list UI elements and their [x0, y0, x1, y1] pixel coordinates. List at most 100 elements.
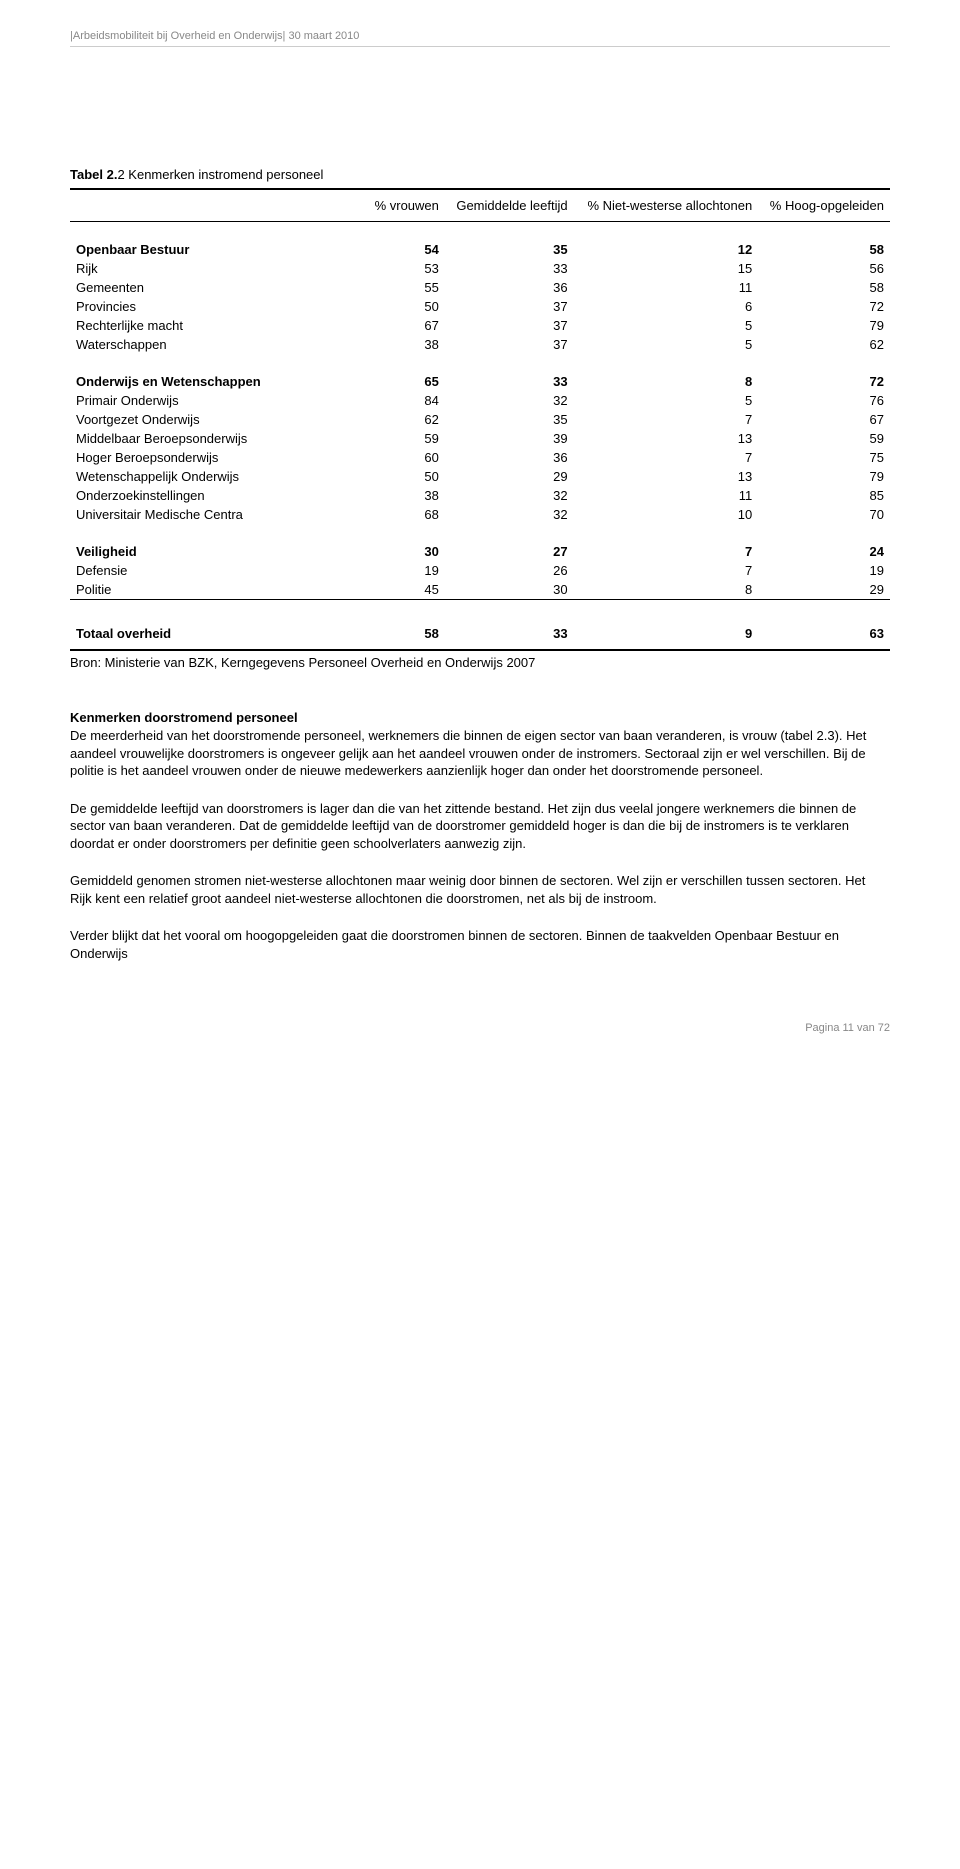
table-cell: 11	[574, 278, 759, 297]
column-header: % Niet-westerse allochtonen	[574, 189, 759, 222]
table-cell: 32	[445, 486, 574, 505]
table-cell: Rechterlijke macht	[70, 316, 365, 335]
table-cell: 36	[445, 278, 574, 297]
table-cell: 60	[365, 448, 445, 467]
table-cell: Onderwijs en Wetenschappen	[70, 372, 365, 391]
table-cell: 32	[445, 505, 574, 524]
total-cell: 9	[574, 618, 759, 650]
column-header: % Hoog-opgeleiden	[758, 189, 890, 222]
table-cell: 36	[445, 448, 574, 467]
body-paragraphs: De meerderheid van het doorstromende per…	[70, 727, 890, 962]
table-cell: 10	[574, 505, 759, 524]
table-row	[70, 600, 890, 619]
table-row: Middelbaar Beroepsonderwijs59391359	[70, 429, 890, 448]
body-paragraph: De gemiddelde leeftijd van doorstromers …	[70, 800, 890, 853]
table-cell: 68	[365, 505, 445, 524]
table-row	[70, 354, 890, 372]
table-cell: 84	[365, 391, 445, 410]
table-cell: Politie	[70, 580, 365, 600]
table-cell: 56	[758, 259, 890, 278]
table-head: % vrouwenGemiddelde leeftijd% Niet-weste…	[70, 189, 890, 222]
table-cell: 35	[445, 410, 574, 429]
table-cell: 19	[758, 561, 890, 580]
table-cell: 30	[365, 542, 445, 561]
table-row: Openbaar Bestuur54351258	[70, 240, 890, 259]
table-cell: 58	[758, 278, 890, 297]
table-cell: 5	[574, 391, 759, 410]
table-cell: 8	[574, 372, 759, 391]
table-cell: 27	[445, 542, 574, 561]
table-cell: 85	[758, 486, 890, 505]
table-cell: 59	[365, 429, 445, 448]
spacer-cell	[70, 600, 890, 619]
table-cell: 32	[445, 391, 574, 410]
table-cell: 45	[365, 580, 445, 600]
body-paragraph: Verder blijkt dat het vooral om hoogopge…	[70, 927, 890, 962]
table-cell: Gemeenten	[70, 278, 365, 297]
table-row: Onderwijs en Wetenschappen6533872	[70, 372, 890, 391]
total-cell: 33	[445, 618, 574, 650]
table-row	[70, 222, 890, 241]
table-row: Rechterlijke macht6737579	[70, 316, 890, 335]
document-header: |Arbeidsmobiliteit bij Overheid en Onder…	[70, 30, 890, 47]
table-cell: 72	[758, 372, 890, 391]
table-cell: 65	[365, 372, 445, 391]
table-cell: 62	[758, 335, 890, 354]
total-row: Totaal overheid5833963	[70, 618, 890, 650]
table-cell: 50	[365, 297, 445, 316]
table-cell: 7	[574, 561, 759, 580]
table-row: Universitair Medische Centra68321070	[70, 505, 890, 524]
table-cell: Defensie	[70, 561, 365, 580]
table-cell: 72	[758, 297, 890, 316]
table-cell: 53	[365, 259, 445, 278]
table-title: Tabel 2.2 Kenmerken instromend personeel	[70, 167, 890, 182]
table-cell: 76	[758, 391, 890, 410]
table-cell: 33	[445, 259, 574, 278]
table-row: Waterschappen3837562	[70, 335, 890, 354]
table-row: Primair Onderwijs8432576	[70, 391, 890, 410]
table-cell: 7	[574, 542, 759, 561]
table-cell: Rijk	[70, 259, 365, 278]
document-page: |Arbeidsmobiliteit bij Overheid en Onder…	[0, 0, 960, 1094]
table-title-rest: 2 Kenmerken instromend personeel	[117, 167, 323, 182]
table-row: Provincies5037672	[70, 297, 890, 316]
table-cell: 26	[445, 561, 574, 580]
table-cell: 58	[758, 240, 890, 259]
table-cell: 37	[445, 297, 574, 316]
table-cell: 19	[365, 561, 445, 580]
table-cell: 11	[574, 486, 759, 505]
table-cell: Onderzoekinstellingen	[70, 486, 365, 505]
table-cell: Waterschappen	[70, 335, 365, 354]
table-cell: 6	[574, 297, 759, 316]
column-header	[70, 189, 365, 222]
column-header: Gemiddelde leeftijd	[445, 189, 574, 222]
table-cell: 38	[365, 335, 445, 354]
table-source: Bron: Ministerie van BZK, Kerngegevens P…	[70, 655, 890, 670]
table-row: Voortgezet Onderwijs6235767	[70, 410, 890, 429]
table-cell: 37	[445, 335, 574, 354]
table-row	[70, 524, 890, 542]
spacer-cell	[70, 222, 890, 241]
data-table: % vrouwenGemiddelde leeftijd% Niet-weste…	[70, 188, 890, 651]
table-cell: 13	[574, 429, 759, 448]
table-cell: 29	[758, 580, 890, 600]
table-cell: 79	[758, 316, 890, 335]
table-cell: Veiligheid	[70, 542, 365, 561]
table-cell: Universitair Medische Centra	[70, 505, 365, 524]
table-cell: 5	[574, 316, 759, 335]
table-row: Rijk53331556	[70, 259, 890, 278]
table-title-prefix: Tabel 2.	[70, 167, 117, 182]
table-cell: 70	[758, 505, 890, 524]
table-cell: 13	[574, 467, 759, 486]
body-paragraph: Gemiddeld genomen stromen niet-westerse …	[70, 872, 890, 907]
page-footer: Pagina 11 van 72	[70, 1022, 890, 1034]
table-cell: 12	[574, 240, 759, 259]
table-row: Onderzoekinstellingen38321185	[70, 486, 890, 505]
table-cell: 37	[445, 316, 574, 335]
table-cell: 7	[574, 448, 759, 467]
total-cell: Totaal overheid	[70, 618, 365, 650]
table-cell: 5	[574, 335, 759, 354]
table-cell: 75	[758, 448, 890, 467]
table-row: Gemeenten55361158	[70, 278, 890, 297]
table-cell: Voortgezet Onderwijs	[70, 410, 365, 429]
